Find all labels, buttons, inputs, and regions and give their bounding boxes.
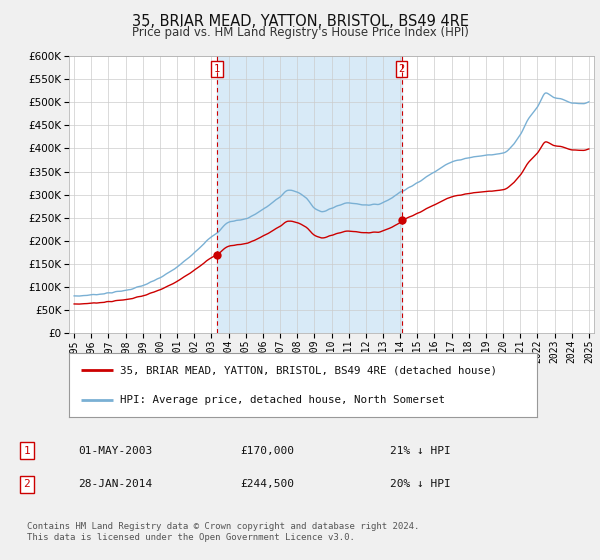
Text: 01-MAY-2003: 01-MAY-2003 [78,446,152,456]
Text: 35, BRIAR MEAD, YATTON, BRISTOL, BS49 4RE: 35, BRIAR MEAD, YATTON, BRISTOL, BS49 4R… [131,14,469,29]
Bar [217,56,401,333]
Text: 20% ↓ HPI: 20% ↓ HPI [390,479,451,489]
Text: Contains HM Land Registry data © Crown copyright and database right 2024.: Contains HM Land Registry data © Crown c… [27,522,419,531]
Text: £170,000: £170,000 [240,446,294,456]
Text: 2: 2 [23,479,31,489]
Text: 21% ↓ HPI: 21% ↓ HPI [390,446,451,456]
Text: 1: 1 [23,446,31,456]
Text: 1: 1 [214,64,220,74]
Text: 35, BRIAR MEAD, YATTON, BRISTOL, BS49 4RE (detached house): 35, BRIAR MEAD, YATTON, BRISTOL, BS49 4R… [121,365,497,375]
Text: £244,500: £244,500 [240,479,294,489]
Text: Price paid vs. HM Land Registry's House Price Index (HPI): Price paid vs. HM Land Registry's House … [131,26,469,39]
Text: 28-JAN-2014: 28-JAN-2014 [78,479,152,489]
Text: HPI: Average price, detached house, North Somerset: HPI: Average price, detached house, Nort… [121,395,445,405]
Text: 2: 2 [398,64,404,74]
Text: This data is licensed under the Open Government Licence v3.0.: This data is licensed under the Open Gov… [27,533,355,542]
